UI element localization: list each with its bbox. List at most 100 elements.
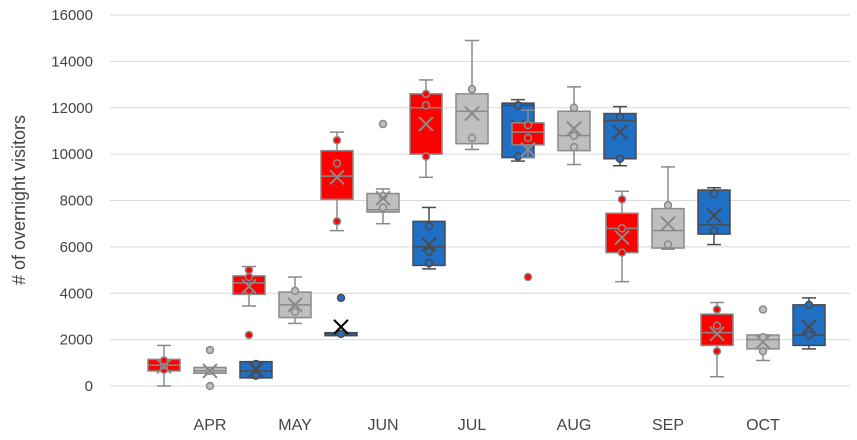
y-tick-label: 10000: [51, 146, 93, 163]
y-tick-label: 14000: [51, 53, 93, 70]
outlier-point: [378, 119, 388, 129]
x-tick-label: SEP: [652, 417, 684, 434]
data-point: [244, 265, 254, 275]
data-point: [336, 329, 346, 339]
x-tick-label: APR: [194, 417, 227, 434]
data-point: [617, 195, 627, 204]
y-tick-label: 16000: [51, 7, 93, 24]
data-point: [758, 346, 768, 356]
mean-marker: [248, 362, 264, 378]
data-point: [332, 135, 342, 145]
data-point: [159, 356, 169, 365]
box-aug-2: [557, 86, 591, 166]
data-point: [523, 133, 533, 143]
box-apr-1: [147, 344, 181, 387]
box-jul-2: [455, 39, 489, 151]
box-apr-2: [193, 345, 227, 391]
x-tick-label: MAY: [278, 417, 312, 434]
box-body: [320, 149, 354, 201]
data-point: [709, 189, 719, 198]
data-point: [424, 258, 434, 268]
data-point: [467, 84, 477, 94]
x-axis-ticks: APR MAY JUN JUL AUG SEP OCT: [194, 417, 781, 434]
mean-marker: [706, 207, 722, 224]
box-may-2: [278, 276, 312, 325]
data-point: [513, 152, 523, 161]
y-tick-label: 12000: [51, 100, 93, 117]
data-point: [663, 240, 673, 249]
box-may-1: [232, 265, 266, 340]
box-body: [792, 304, 826, 347]
data-point: [332, 159, 342, 168]
x-tick-label: OCT: [746, 417, 780, 434]
data-point: [709, 226, 719, 235]
data-point: [251, 359, 261, 369]
mean-marker: [241, 278, 257, 295]
box-body: [605, 212, 639, 254]
mean-marker: [329, 169, 345, 186]
mean-marker: [566, 120, 582, 137]
x-tick-label: JUN: [367, 417, 398, 434]
y-tick-label: 6000: [60, 239, 93, 256]
data-point: [712, 346, 722, 356]
y-axis-label: # of overnight visitors: [9, 115, 29, 285]
y-tick-label: 4000: [60, 285, 93, 302]
box-sep-3: [697, 186, 731, 246]
data-point: [569, 131, 579, 140]
mean-marker: [375, 190, 391, 206]
data-point: [424, 247, 434, 256]
data-point: [421, 101, 431, 110]
data-point: [569, 103, 579, 112]
data-point: [804, 330, 814, 340]
mean-marker: [614, 229, 630, 246]
mean-marker: [287, 297, 303, 313]
box-oct-3: [792, 297, 826, 350]
data-point: [615, 112, 625, 122]
mean-marker: [709, 326, 725, 342]
x-tick-label: JUL: [458, 417, 487, 434]
data-point: [467, 133, 477, 143]
data-point: [617, 224, 627, 233]
mean-marker: [202, 363, 218, 379]
gridlines: [110, 14, 850, 387]
outlier-point: [523, 272, 533, 282]
data-point: [663, 200, 673, 210]
mean-marker: [421, 236, 437, 253]
outlier-point: [336, 293, 346, 303]
data-point: [523, 120, 533, 130]
mean-marker: [464, 105, 480, 122]
box-series: [147, 39, 826, 391]
mean-marker: [755, 334, 771, 350]
box-apr-3: [239, 359, 273, 380]
box-sep-2: [651, 166, 685, 250]
y-tick-label: 2000: [60, 332, 93, 349]
outlier-point: [205, 345, 215, 355]
data-point: [421, 89, 431, 99]
x-tick-label: AUG: [557, 417, 592, 434]
mean-marker: [156, 358, 172, 374]
box-sep-1: [605, 190, 639, 283]
data-point: [421, 152, 431, 161]
data-point: [712, 321, 722, 330]
outlier-point: [244, 330, 254, 340]
y-tick-label: 0: [85, 378, 93, 395]
data-point: [513, 101, 523, 110]
data-point: [290, 307, 300, 317]
mean-marker: [418, 116, 434, 132]
data-point: [378, 203, 388, 212]
data-point: [332, 217, 342, 226]
box-may-3: [324, 293, 358, 339]
data-point: [244, 272, 254, 282]
mean-marker: [660, 215, 676, 232]
data-point: [804, 300, 814, 310]
data-point: [290, 286, 300, 296]
mean-marker: [520, 141, 536, 158]
box-jun-1: [320, 131, 354, 232]
data-point: [712, 305, 722, 314]
data-point: [617, 248, 627, 257]
box-aug-1: [511, 109, 545, 282]
mean-marker: [801, 319, 817, 335]
box-jun-3: [412, 206, 446, 270]
mean-marker: [333, 319, 349, 335]
